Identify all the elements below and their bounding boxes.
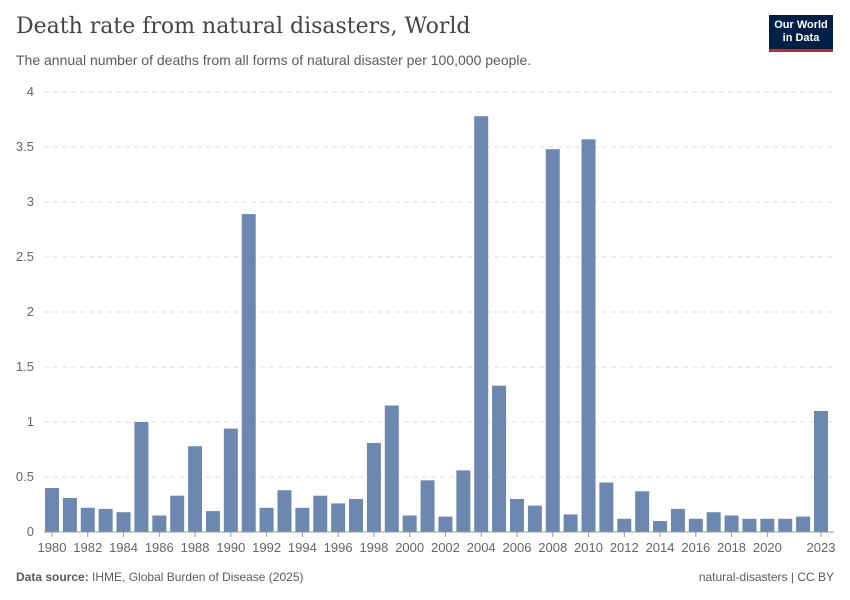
y-tick-label: 3 xyxy=(27,194,34,209)
bar-2003 xyxy=(456,470,471,532)
bar-1992 xyxy=(259,507,274,532)
bar-1995 xyxy=(313,495,328,532)
source-text[interactable]: IHME, Global Burden of Disease (2025) xyxy=(92,570,304,584)
x-tick-label: 1986 xyxy=(145,540,174,555)
x-tick-label: 2010 xyxy=(574,540,603,555)
bar-1986 xyxy=(152,515,167,532)
bar-2004 xyxy=(474,116,489,532)
bar-2006 xyxy=(509,499,524,532)
bar-1994 xyxy=(295,507,310,532)
bar-2014 xyxy=(653,521,668,532)
chart-subtitle: The annual number of deaths from all for… xyxy=(16,52,532,68)
license[interactable]: natural-disasters | CC BY xyxy=(698,570,834,584)
bar-2002 xyxy=(438,516,453,532)
y-tick-label: 4 xyxy=(27,84,34,99)
bar-1999 xyxy=(384,405,399,532)
bar-1985 xyxy=(134,422,149,532)
bar-1987 xyxy=(170,495,185,532)
chart-title: Death rate from natural disasters, World xyxy=(16,14,471,39)
x-tick-label: 2014 xyxy=(646,540,675,555)
bar-1993 xyxy=(277,490,292,532)
logo-text: Our World xyxy=(774,19,828,31)
logo-text: in Data xyxy=(782,32,820,44)
bar-1980 xyxy=(45,488,59,532)
bar-2000 xyxy=(402,515,417,532)
bar-2022 xyxy=(796,516,811,532)
bar-1982 xyxy=(80,507,95,532)
bar-2007 xyxy=(527,505,542,532)
x-tick-label: 1982 xyxy=(73,540,102,555)
bar-2010 xyxy=(581,139,596,533)
x-tick-label: 1980 xyxy=(38,540,67,555)
x-tick-label: 1988 xyxy=(181,540,210,555)
x-tick-label: 1996 xyxy=(324,540,353,555)
bar-1989 xyxy=(205,511,220,532)
x-tick-label: 1992 xyxy=(252,540,281,555)
bar-2011 xyxy=(599,482,614,532)
bar-2008 xyxy=(545,149,560,532)
bar-1996 xyxy=(331,503,346,532)
bar-2021 xyxy=(778,518,793,532)
data-source: Data source: IHME, Global Burden of Dise… xyxy=(16,570,303,584)
source-label: Data source: xyxy=(16,570,89,584)
bar-2018 xyxy=(724,515,739,532)
x-tick-label: 1994 xyxy=(288,540,317,555)
y-tick-label: 1.5 xyxy=(16,359,34,374)
x-tick-label: 2018 xyxy=(717,540,746,555)
bar-1998 xyxy=(366,442,381,532)
bar-2005 xyxy=(492,385,507,532)
bar-2020 xyxy=(760,518,775,532)
bar-1983 xyxy=(98,508,113,532)
y-tick-label: 0 xyxy=(27,524,34,539)
bar-2013 xyxy=(635,491,650,532)
bar-2023 xyxy=(814,411,828,532)
bar-2016 xyxy=(688,518,703,532)
x-tick-label: 2023 xyxy=(807,540,836,555)
bar-1984 xyxy=(116,512,131,532)
y-tick-label: 0.5 xyxy=(16,469,34,484)
bar-2009 xyxy=(563,514,578,532)
owid-logo[interactable]: Our World in Data xyxy=(769,15,833,52)
x-tick-label: 2004 xyxy=(467,540,496,555)
x-tick-label: 1984 xyxy=(109,540,138,555)
bar-1997 xyxy=(349,499,364,532)
x-tick-label: 1990 xyxy=(216,540,245,555)
x-tick-label: 2002 xyxy=(431,540,460,555)
y-tick-label: 2 xyxy=(27,304,34,319)
bar-1981 xyxy=(62,497,77,532)
bar-1988 xyxy=(188,446,203,532)
bar-2017 xyxy=(706,512,721,532)
bar-2012 xyxy=(617,518,632,532)
bar-1990 xyxy=(223,428,238,532)
bar-2015 xyxy=(670,508,685,532)
bar-1991 xyxy=(241,214,256,532)
x-tick-label: 2008 xyxy=(538,540,567,555)
x-tick-label: 2016 xyxy=(681,540,710,555)
y-tick-label: 2.5 xyxy=(16,249,34,264)
y-tick-label: 3.5 xyxy=(16,139,34,154)
x-tick-label: 2012 xyxy=(610,540,639,555)
bar-2019 xyxy=(742,518,757,532)
x-tick-label: 1998 xyxy=(359,540,388,555)
x-tick-label: 2006 xyxy=(503,540,532,555)
x-tick-label: 2020 xyxy=(753,540,782,555)
y-tick-label: 1 xyxy=(27,414,34,429)
x-tick-label: 2000 xyxy=(395,540,424,555)
bar-2001 xyxy=(420,480,435,532)
